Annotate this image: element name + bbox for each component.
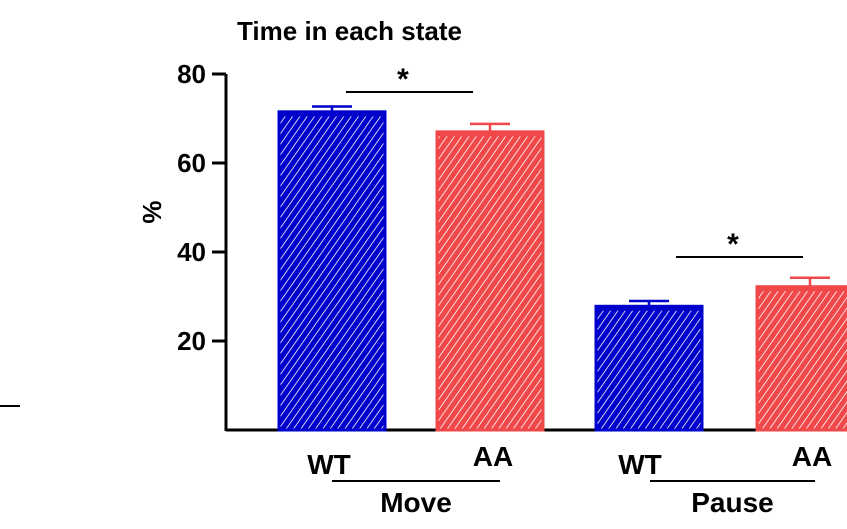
x-labels: WT AA Move WT AA Pause [307,441,832,518]
bar-move-aa [435,130,545,432]
x-tick-label: WT [307,449,351,480]
y-ticks: 20 40 60 80 [177,59,226,356]
x-tick-label: WT [618,449,662,480]
group-label: Move [380,487,452,518]
significance-star: * [397,63,409,96]
y-tick-label: 60 [177,148,206,178]
x-tick-label: AA [792,441,832,472]
y-axis-label: % [137,200,167,223]
significance-star: * [727,228,739,261]
bar-pause-aa [755,285,847,432]
bars: ** [277,63,847,432]
chart-title: Time in each state [237,16,462,46]
y-tick-label: 20 [177,326,206,356]
y-tick-label: 80 [177,59,206,89]
bar-move-wt [277,110,387,432]
bar-pause-wt [594,304,704,432]
x-tick-label: AA [473,441,513,472]
y-tick-label: 40 [177,237,206,267]
group-label: Pause [691,487,774,518]
